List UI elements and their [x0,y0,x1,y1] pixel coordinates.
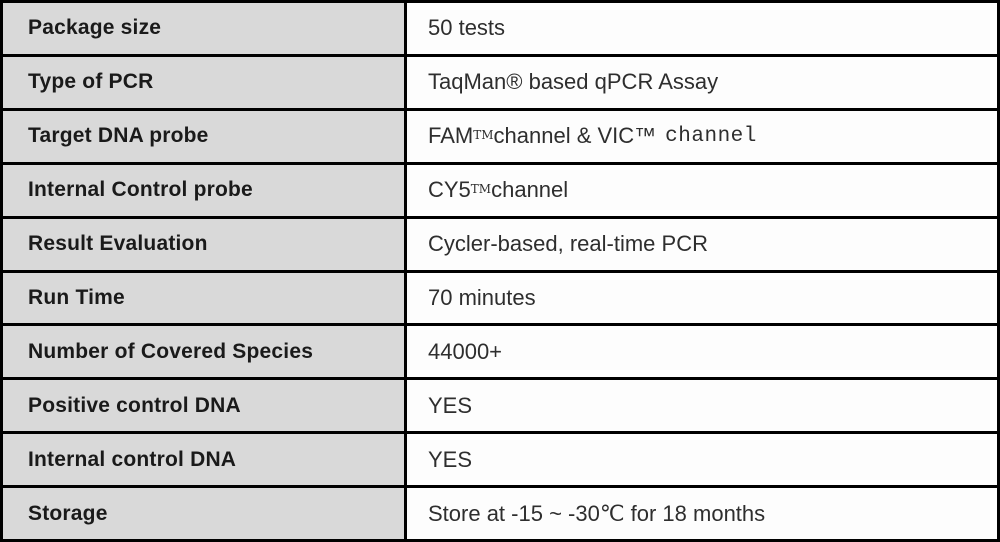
value-text: TaqMan® based qPCR Assay [428,69,719,95]
value-text: 70 minutes [428,284,536,310]
value-text: Cycler-based, real-time PCR [428,231,708,257]
row-value: FAM TM channel & VIC™ channel [407,110,997,162]
row-label: Storage [3,488,407,540]
value-text: channel [665,124,757,148]
row-label: Package size [3,3,407,54]
row-value: 70 minutes [407,272,997,324]
value-text: channel [491,177,569,203]
row-value: CY5 TM channel [407,164,997,216]
row-label: Result Evaluation [3,218,407,270]
value-text: 44000+ [428,338,503,364]
table-row: Type of PCR TaqMan® based qPCR Assay [3,53,997,108]
value-text: CY5 [428,177,471,203]
row-value: Cycler-based, real-time PCR [407,218,997,270]
value-text: 50 tests [428,15,506,41]
value-text: Store at -15 ~ -30℃ for 18 months [428,500,766,526]
table-row: Package size 50 tests [3,3,997,54]
row-value: 44000+ [407,326,997,378]
table-row: Target DNA probe FAM TM channel & VIC™ chan… [3,107,997,162]
table-row: Storage Store at -15 ~ -30℃ for 18 months [3,485,997,540]
table-row: Internal control DNA YES [3,431,997,486]
row-label: Target DNA probe [3,110,407,162]
value-text: FAM [428,123,474,149]
table-row: Result Evaluation Cycler-based, real-time… [3,215,997,270]
row-value: Store at -15 ~ -30℃ for 18 months [407,488,997,540]
row-label: Internal control DNA [3,434,407,486]
value-text: channel & VIC™ [493,123,657,149]
row-value: YES [407,380,997,432]
row-label: Type of PCR [3,56,407,108]
table-row: Run Time 70 minutes [3,269,997,324]
value-text: YES [428,392,473,418]
row-value: 50 tests [407,3,997,54]
value-text: YES [428,446,473,472]
row-label: Run Time [3,272,407,324]
row-value: TaqMan® based qPCR Assay [407,56,997,108]
table-row: Internal Control probe CY5 TM channel [3,161,997,216]
row-label: Number of Covered Species [3,326,407,378]
row-value: YES [407,434,997,486]
row-label: Positive control DNA [3,380,407,432]
row-label: Internal Control probe [3,164,407,216]
table-row: Positive control DNA YES [3,377,997,432]
table-row: Number of Covered Species 44000+ [3,323,997,378]
